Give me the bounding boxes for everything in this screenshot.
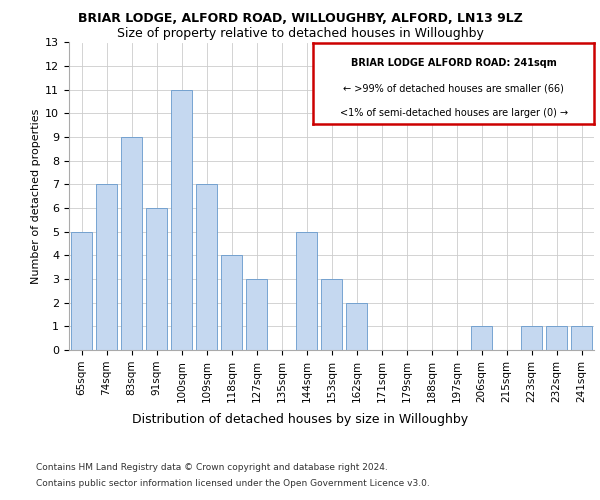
Text: Contains HM Land Registry data © Crown copyright and database right 2024.: Contains HM Land Registry data © Crown c… bbox=[36, 462, 388, 471]
Text: Distribution of detached houses by size in Willoughby: Distribution of detached houses by size … bbox=[132, 412, 468, 426]
Bar bbox=[71, 232, 92, 350]
Text: Contains public sector information licensed under the Open Government Licence v3: Contains public sector information licen… bbox=[36, 479, 430, 488]
Text: BRIAR LODGE, ALFORD ROAD, WILLOUGHBY, ALFORD, LN13 9LZ: BRIAR LODGE, ALFORD ROAD, WILLOUGHBY, AL… bbox=[77, 12, 523, 24]
Bar bbox=[571, 326, 592, 350]
Bar bbox=[121, 137, 142, 350]
Bar bbox=[146, 208, 167, 350]
Bar bbox=[346, 302, 367, 350]
Bar bbox=[546, 326, 567, 350]
Bar bbox=[296, 232, 317, 350]
Bar bbox=[521, 326, 542, 350]
Bar bbox=[246, 279, 267, 350]
Text: Size of property relative to detached houses in Willoughby: Size of property relative to detached ho… bbox=[116, 28, 484, 40]
Bar bbox=[96, 184, 117, 350]
Bar bbox=[196, 184, 217, 350]
Bar bbox=[321, 279, 342, 350]
Bar bbox=[171, 90, 192, 350]
Y-axis label: Number of detached properties: Number of detached properties bbox=[31, 108, 41, 284]
Bar bbox=[221, 256, 242, 350]
Bar bbox=[471, 326, 492, 350]
